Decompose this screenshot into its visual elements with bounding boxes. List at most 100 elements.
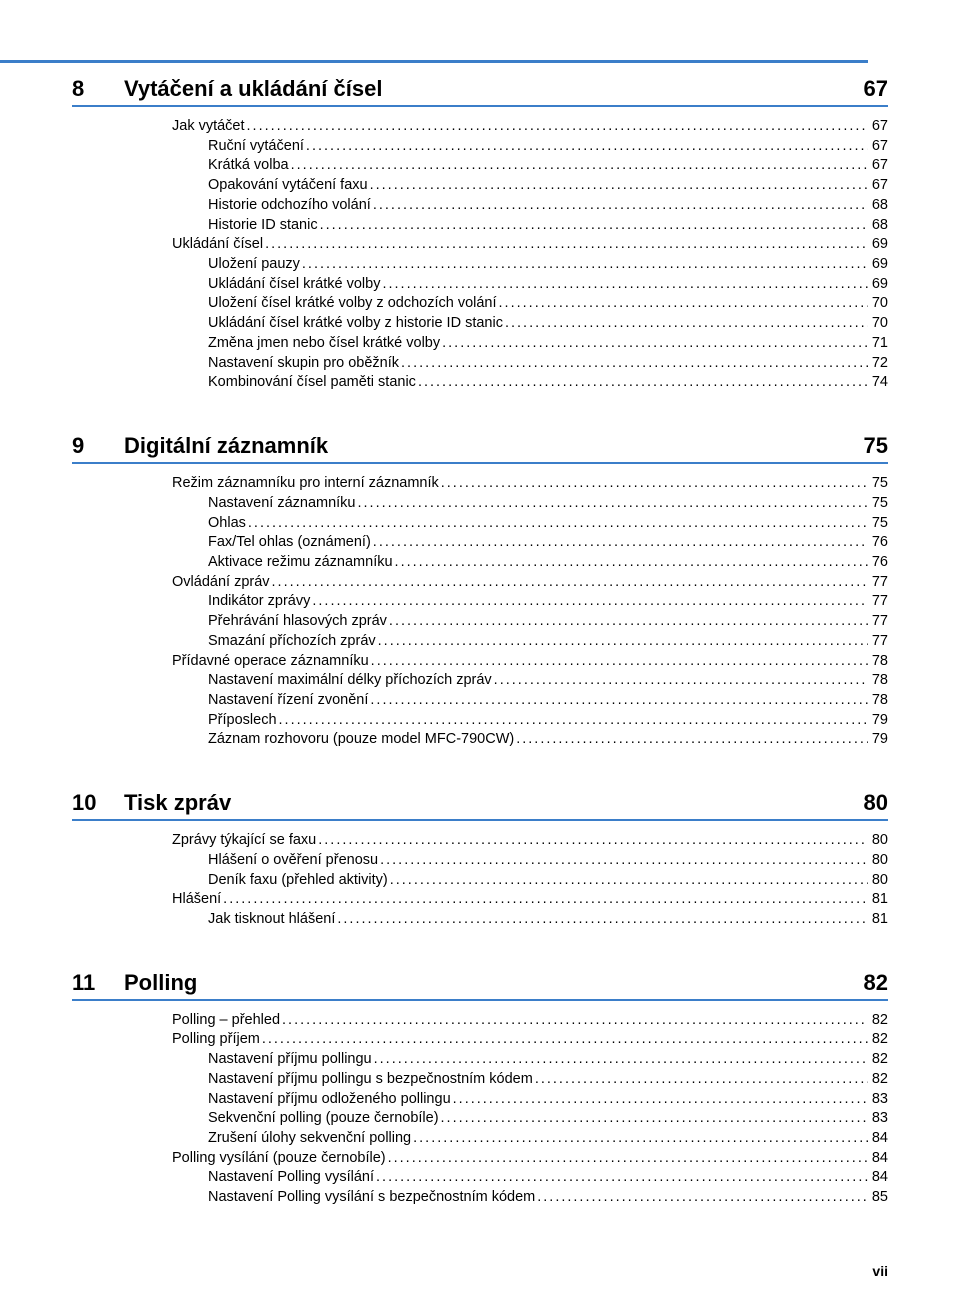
toc-leader-dots	[248, 514, 868, 534]
toc-leader-dots	[535, 1070, 868, 1090]
toc-leader-dots	[388, 1149, 868, 1169]
toc-entry-label: Indikátor zprávy	[208, 592, 310, 612]
toc-entry-page: 82	[870, 1030, 888, 1050]
toc-entry-page: 82	[870, 1011, 888, 1031]
toc-entry-page: 68	[870, 196, 888, 216]
toc-entry-label: Nastavení příjmu odloženého pollingu	[208, 1090, 451, 1110]
chapter-number: 8	[72, 76, 124, 102]
toc-entry-label: Režim záznamníku pro interní záznamník	[172, 474, 439, 494]
toc-leader-dots	[395, 553, 868, 573]
toc-entry-page: 76	[870, 553, 888, 573]
toc-entry: Krátká volba67	[72, 156, 888, 176]
chapter-header: 11Polling82	[72, 970, 888, 1001]
toc-entry-label: Ukládání čísel	[172, 235, 263, 255]
toc-entry-label: Historie odchozího volání	[208, 196, 371, 216]
toc-entry-label: Nastavení Polling vysílání	[208, 1168, 374, 1188]
toc-chapter: 8Vytáčení a ukládání čísel67Jak vytáčet6…	[72, 76, 888, 393]
toc-entry-label: Historie ID stanic	[208, 216, 318, 236]
toc-leader-dots	[390, 871, 868, 891]
toc-entry: Indikátor zprávy 77	[72, 592, 888, 612]
toc-entry: Historie ID stanic68	[72, 216, 888, 236]
toc-leader-dots	[374, 1050, 868, 1070]
toc-entry-page: 81	[870, 910, 888, 930]
toc-entry-label: Ukládání čísel krátké volby	[208, 275, 380, 295]
toc-entry-label: Hlášení o ověření přenosu	[208, 851, 378, 871]
toc-entry-page: 77	[870, 573, 888, 593]
chapter-number: 11	[72, 970, 124, 996]
toc-entry-label: Smazání příchozích zpráv	[208, 632, 376, 652]
toc-entry-page: 74	[870, 373, 888, 393]
toc-entry-label: Zprávy týkající se faxu	[172, 831, 316, 851]
toc-leader-dots	[279, 711, 868, 731]
toc-entry-label: Přehrávání hlasových zpráv	[208, 612, 387, 632]
toc-entry-page: 77	[870, 592, 888, 612]
toc-entry-label: Zrušení úlohy sekvenční polling	[208, 1129, 411, 1149]
toc-entry-label: Jak vytáčet	[172, 117, 245, 137]
toc-entry: Uložení pauzy69	[72, 255, 888, 275]
toc-entry-page: 72	[870, 354, 888, 374]
toc-entry-label: Nastavení příjmu pollingu s bezpečnostní…	[208, 1070, 533, 1090]
chapter-title: Vytáčení a ukládání čísel	[124, 76, 852, 102]
toc-leader-dots	[282, 1011, 868, 1031]
toc-entry: Nastavení Polling vysílání84	[72, 1168, 888, 1188]
toc-entry: Ukládání čísel krátké volby z historie I…	[72, 314, 888, 334]
toc-leader-dots	[499, 294, 868, 314]
toc-entry: Nastavení maximální délky příchozích zpr…	[72, 671, 888, 691]
toc-entry-label: Nastavení záznamníku	[208, 494, 356, 514]
toc-entry-label: Nastavení maximální délky příchozích zpr…	[208, 671, 492, 691]
toc-entry-page: 67	[870, 176, 888, 196]
toc-entry-label: Nastavení příjmu pollingu	[208, 1050, 372, 1070]
toc-entry: Příposlech79	[72, 711, 888, 731]
toc-leader-dots	[418, 373, 868, 393]
chapter-page: 80	[852, 790, 888, 816]
toc-entry-page: 76	[870, 533, 888, 553]
toc-leader-dots	[312, 592, 868, 612]
toc-leader-dots	[453, 1090, 868, 1110]
toc-entry: Nastavení Polling vysílání s bezpečnostn…	[72, 1188, 888, 1208]
toc-entry-page: 78	[870, 671, 888, 691]
toc-leader-dots	[373, 533, 868, 553]
toc-leader-dots	[262, 1030, 868, 1050]
toc-leader-dots	[370, 691, 867, 711]
toc-leader-dots	[302, 255, 868, 275]
toc-entry-page: 75	[870, 514, 888, 534]
toc-leader-dots	[494, 671, 868, 691]
toc-entry-page: 75	[870, 494, 888, 514]
toc-leader-dots	[337, 910, 868, 930]
toc-entry-page: 80	[870, 851, 888, 871]
toc-entry-label: Polling – přehled	[172, 1011, 280, 1031]
toc-entry: Ukládání čísel krátké volby 69	[72, 275, 888, 295]
toc-entry-page: 70	[870, 314, 888, 334]
toc-entry: Nastavení řízení zvonění78	[72, 691, 888, 711]
toc-leader-dots	[442, 334, 868, 354]
toc-entry: Ohlas75	[72, 514, 888, 534]
toc-leader-dots	[247, 117, 868, 137]
toc-entry: Sekvenční polling (pouze černobíle)83	[72, 1109, 888, 1129]
toc-entries: Jak vytáčet67Ruční vytáčení67Krátká volb…	[72, 117, 888, 393]
toc-entry: Polling – přehled 82	[72, 1011, 888, 1031]
toc-leader-dots	[318, 831, 868, 851]
toc-entry: Nastavení příjmu pollingu82	[72, 1050, 888, 1070]
toc-entry: Ovládání zpráv77	[72, 573, 888, 593]
toc-entry: Nastavení příjmu pollingu s bezpečnostní…	[72, 1070, 888, 1090]
toc-entry-label: Krátká volba	[208, 156, 289, 176]
toc-entry: Záznam rozhovoru (pouze model MFC-790CW)…	[72, 730, 888, 750]
page-container: 8Vytáčení a ukládání čísel67Jak vytáčet6…	[0, 0, 960, 1315]
toc-entry-page: 78	[870, 691, 888, 711]
toc-leader-dots	[223, 890, 868, 910]
toc-leader-dots	[441, 1109, 868, 1129]
toc-entry-page: 82	[870, 1070, 888, 1090]
toc-entries: Zprávy týkající se faxu 80 Hlášení o ověře…	[72, 831, 888, 930]
toc-entry-label: Změna jmen nebo čísel krátké volby	[208, 334, 440, 354]
toc-leader-dots	[320, 216, 868, 236]
toc-leader-dots	[380, 851, 868, 871]
chapter-header: 8Vytáčení a ukládání čísel67	[72, 76, 888, 107]
toc-entry: Zrušení úlohy sekvenční polling84	[72, 1129, 888, 1149]
toc-chapter: 9Digitální záznamník75Režim záznamníku p…	[72, 433, 888, 750]
toc-entry-page: 80	[870, 871, 888, 891]
toc-entry: Kombinování čísel paměti stanic74	[72, 373, 888, 393]
toc-leader-dots	[370, 176, 868, 196]
toc-entry-page: 69	[870, 275, 888, 295]
toc-entry-label: Uložení čísel krátké volby z odchozích v…	[208, 294, 497, 314]
toc-entry: Polling vysílání (pouze černobíle)84	[72, 1149, 888, 1169]
